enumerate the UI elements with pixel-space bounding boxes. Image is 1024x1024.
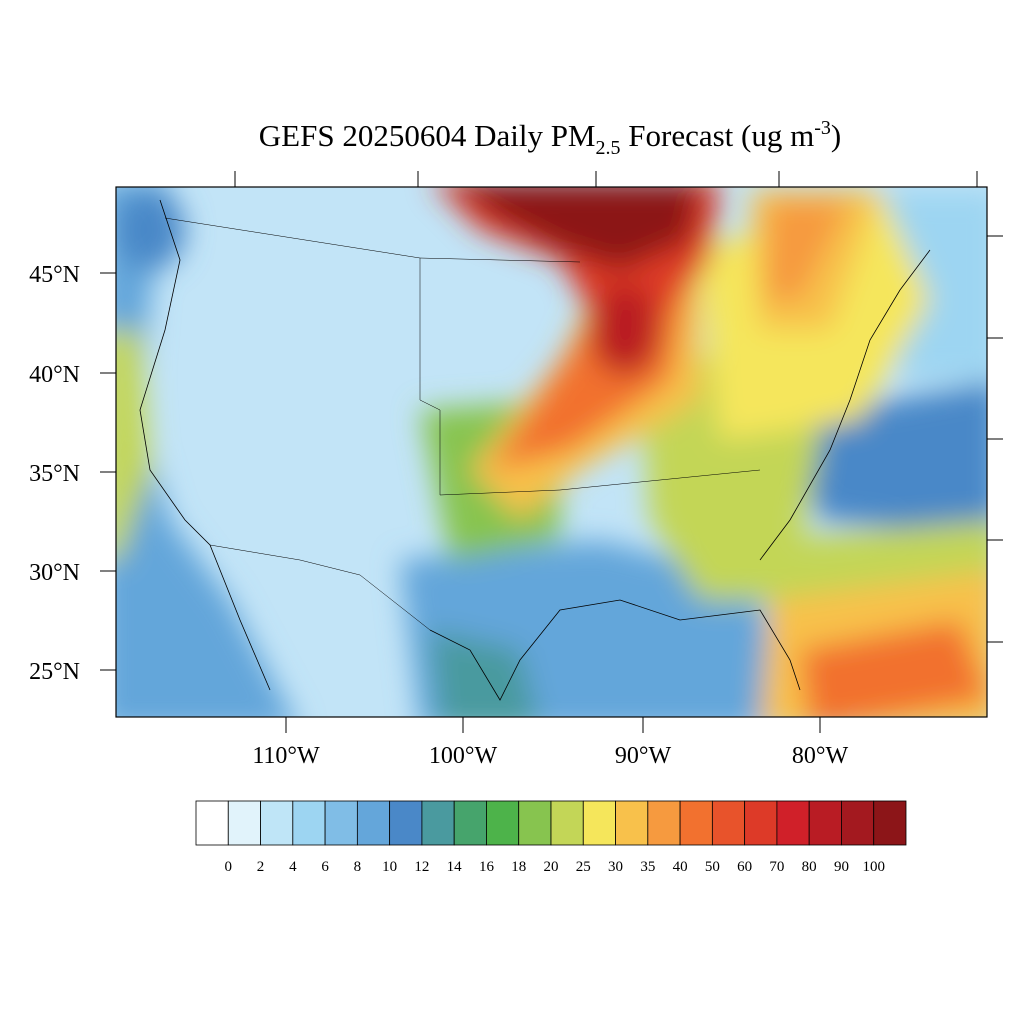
- colorbar-box: [421, 800, 455, 846]
- colorbar-label: 100: [862, 859, 885, 875]
- map-frame: [115, 186, 988, 718]
- lon-labels: 110°W 100°W 90°W 80°W: [252, 743, 848, 769]
- colorbar-label: 16: [479, 859, 495, 875]
- lon-label: 80°W: [792, 743, 849, 769]
- colorbar-label: 6: [321, 859, 329, 875]
- colorbar-label: 60: [737, 859, 752, 875]
- colorbar-box: [195, 800, 229, 846]
- lon-label: 110°W: [252, 743, 320, 769]
- colorbar-box: [260, 800, 294, 846]
- title-sup: -3: [814, 117, 831, 139]
- lat-label: 25°N: [29, 659, 80, 685]
- lat-label: 35°N: [29, 461, 80, 487]
- colorbar-box: [292, 800, 326, 846]
- colorbar-box: [550, 800, 584, 846]
- lon-label: 100°W: [429, 743, 498, 769]
- title-main: GEFS 20250604 Daily PM: [259, 118, 596, 153]
- colorbar-label: 70: [769, 859, 784, 875]
- colorbar-label: 12: [414, 859, 429, 875]
- colorbar: 0 2 4 6 8 10 12 14 16 18 20 25 30 35 40 50 60 70 80 90 100: [195, 800, 907, 875]
- map: [116, 187, 987, 717]
- colorbar-box: [808, 800, 842, 846]
- colorbar-label: 14: [447, 859, 463, 875]
- colorbar-label: 30: [608, 859, 623, 875]
- colorbar-label: 35: [640, 859, 655, 875]
- colorbar-label: 0: [225, 859, 233, 875]
- lat-label: 40°N: [29, 362, 80, 388]
- title-end: ): [831, 118, 841, 153]
- colorbar-label: 18: [511, 859, 526, 875]
- colorbar-box: [711, 800, 746, 846]
- colorbar-label: 2: [257, 859, 265, 875]
- colorbar-box: [776, 800, 810, 846]
- lat-labels: 45°N 40°N 35°N 30°N 25°N: [29, 262, 80, 685]
- colorbar-label: 4: [289, 859, 297, 875]
- colorbar-box: [873, 800, 907, 846]
- ticks: [100, 171, 1003, 733]
- colorbar-box: [324, 800, 358, 846]
- colorbar-box: [744, 800, 778, 846]
- colorbar-box: [615, 800, 649, 846]
- colorbar-box: [453, 800, 487, 846]
- colorbar-label: 50: [705, 859, 720, 875]
- colorbar-box: [389, 800, 423, 846]
- colorbar-label: 40: [673, 859, 688, 875]
- title-rest: Forecast (ug m: [621, 118, 815, 153]
- colorbar-label: 80: [802, 859, 817, 875]
- colorbar-label: 8: [354, 859, 362, 875]
- colorbar-box: [679, 800, 713, 846]
- lat-label: 30°N: [29, 560, 80, 586]
- colorbar-box: [582, 800, 616, 846]
- colorbar-box: [486, 800, 520, 846]
- title-sub: 2.5: [596, 137, 621, 159]
- lat-label: 45°N: [29, 262, 80, 288]
- colorbar-label: 25: [576, 859, 591, 875]
- colorbar-box: [841, 800, 875, 846]
- title: GEFS 20250604 Daily PM2.5 Forecast (ug m…: [259, 117, 841, 159]
- lon-label: 90°W: [615, 743, 672, 769]
- colorbar-box: [356, 800, 391, 846]
- colorbar-label: 90: [834, 859, 849, 875]
- colorbar-box: [227, 800, 261, 846]
- colorbar-label: 10: [382, 859, 397, 875]
- colorbar-label: 20: [544, 859, 559, 875]
- colorbar-box: [518, 800, 552, 846]
- colorbar-box: [647, 800, 681, 846]
